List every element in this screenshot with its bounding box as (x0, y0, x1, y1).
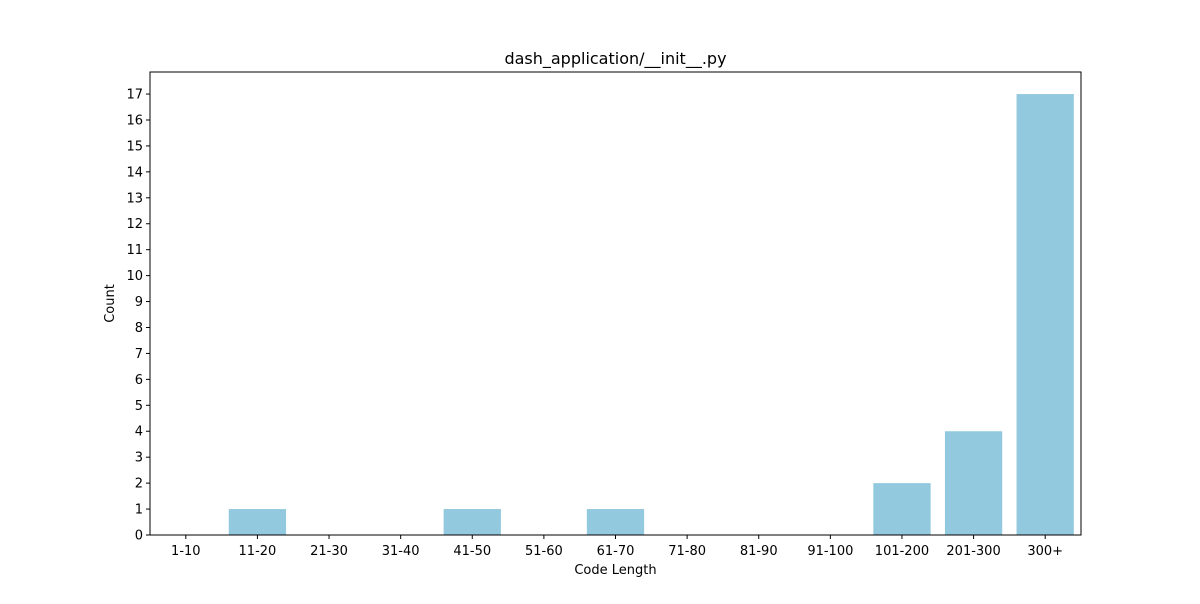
y-tick-label: 3 (135, 451, 143, 466)
x-tick-label: 61-70 (597, 544, 635, 559)
y-tick-label: 15 (126, 139, 143, 154)
y-tick-label: 14 (126, 165, 143, 180)
x-tick-label: 11-20 (239, 544, 277, 559)
y-tick-label: 1 (135, 503, 143, 518)
y-tick-label: 7 (135, 347, 143, 362)
y-tick-label: 8 (135, 321, 143, 336)
y-tick-label: 6 (135, 373, 143, 388)
y-tick-label: 16 (126, 113, 143, 128)
x-tick-label: 101-200 (875, 544, 929, 559)
bar-101-200 (873, 483, 931, 535)
y-tick-label: 2 (135, 477, 143, 492)
x-tick-label: 21-30 (310, 544, 348, 559)
x-tick-label: 81-90 (740, 544, 778, 559)
x-tick-label: 300+ (1027, 544, 1063, 559)
y-tick-label: 13 (126, 191, 143, 206)
y-tick-label: 0 (135, 529, 143, 544)
bar-201-300 (944, 431, 1003, 535)
y-axis-title: Count (103, 284, 118, 323)
bar-11-20 (228, 509, 287, 535)
y-tick-label: 11 (126, 243, 143, 258)
x-axis-title: Code Length (574, 563, 656, 578)
x-tick-label: 51-60 (525, 544, 563, 559)
plot-frame (149, 71, 1082, 536)
chart-title: dash_application/__init__.py (504, 49, 726, 69)
bar-41-50 (443, 509, 501, 535)
x-tick-label: 31-40 (382, 544, 420, 559)
y-tick-label: 10 (126, 269, 143, 284)
bar-61-70 (586, 509, 645, 535)
x-tick-label: 201-300 (946, 544, 1000, 559)
y-tick-label: 4 (135, 425, 143, 440)
bar-300+ (1016, 94, 1074, 536)
y-tick-label: 9 (135, 295, 143, 310)
x-tick-label: 1-10 (171, 544, 201, 559)
bars-group (228, 94, 1074, 536)
y-tick-label: 5 (135, 399, 143, 414)
x-tick-label: 41-50 (453, 544, 491, 559)
y-tick-label: 17 (126, 88, 143, 103)
y-tick-label: 12 (126, 217, 143, 232)
x-tick-label: 91-100 (807, 544, 853, 559)
axes-group: 1-10 11-20 21-30 31-40 41-50 51-60 61-70 71-80 8… (126, 71, 1082, 559)
x-tick-label: 71-80 (668, 544, 706, 559)
